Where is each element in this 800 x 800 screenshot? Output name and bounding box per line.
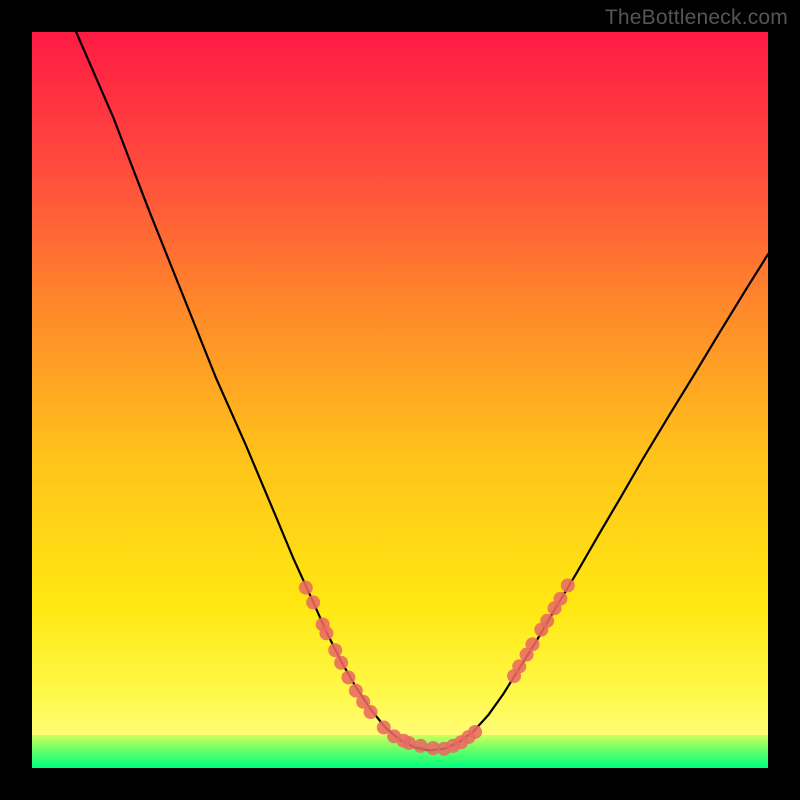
marker-right-ascent bbox=[553, 592, 567, 606]
marker-right-ascent bbox=[540, 614, 554, 628]
marker-right-ascent bbox=[525, 637, 539, 651]
marker-right-ascent bbox=[512, 659, 526, 673]
chart-svg bbox=[32, 32, 768, 768]
marker-left-descent bbox=[299, 581, 313, 595]
marker-left-descent bbox=[328, 643, 342, 657]
chart-area bbox=[32, 32, 768, 768]
marker-valley bbox=[402, 736, 416, 750]
marker-valley bbox=[414, 739, 428, 753]
marker-left-descent bbox=[341, 670, 355, 684]
marker-valley bbox=[468, 725, 482, 739]
bottleneck-curve bbox=[76, 32, 768, 750]
marker-left-descent bbox=[364, 705, 378, 719]
marker-left-descent bbox=[319, 626, 333, 640]
marker-right-ascent bbox=[561, 578, 575, 592]
marker-left-descent bbox=[306, 595, 320, 609]
watermark: TheBottleneck.com bbox=[605, 6, 788, 30]
marker-left-descent bbox=[334, 656, 348, 670]
